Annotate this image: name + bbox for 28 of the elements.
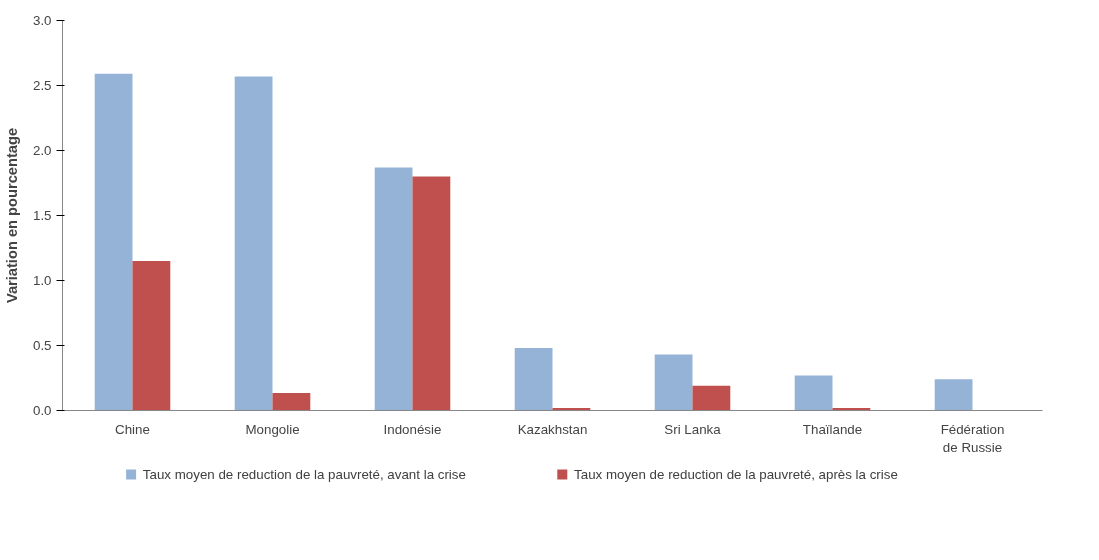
legend-label: Taux moyen de reduction de la pauvreté, après la crise xyxy=(574,467,898,482)
x-tick-label: Chine xyxy=(115,421,150,437)
y-axis-title: Variation en pourcentage xyxy=(3,127,20,304)
bar xyxy=(934,379,973,411)
y-tick-label: 2.0 xyxy=(32,143,52,158)
x-tick-label: Fédération de Russie xyxy=(940,421,1005,455)
x-tick-label: Indonésie xyxy=(383,421,442,437)
bar xyxy=(514,348,553,411)
x-tick-label: Kazakhstan xyxy=(517,421,588,437)
bar xyxy=(654,354,693,411)
x-tick-label: Thaïlande xyxy=(802,421,863,437)
bar xyxy=(132,261,171,411)
bar xyxy=(272,392,311,411)
legend-label: Taux moyen de reduction de la pauvreté, avant la crise xyxy=(142,467,466,482)
x-tick-label: Mongolie xyxy=(245,421,300,437)
bar xyxy=(94,73,133,411)
bar xyxy=(234,76,273,411)
y-tick-label: 3.0 xyxy=(32,13,52,28)
y-tick-label: 2.5 xyxy=(32,78,52,93)
bar xyxy=(374,167,413,411)
y-tick-label: 1.5 xyxy=(32,208,52,223)
bar xyxy=(794,375,833,411)
bar xyxy=(412,176,451,411)
y-tick-label: 0.0 xyxy=(32,403,52,418)
y-tick-label: 1.0 xyxy=(32,273,52,288)
y-tick-label: 0.5 xyxy=(32,338,52,353)
x-tick-label: Sri Lanka xyxy=(664,421,722,437)
bar xyxy=(692,385,731,411)
